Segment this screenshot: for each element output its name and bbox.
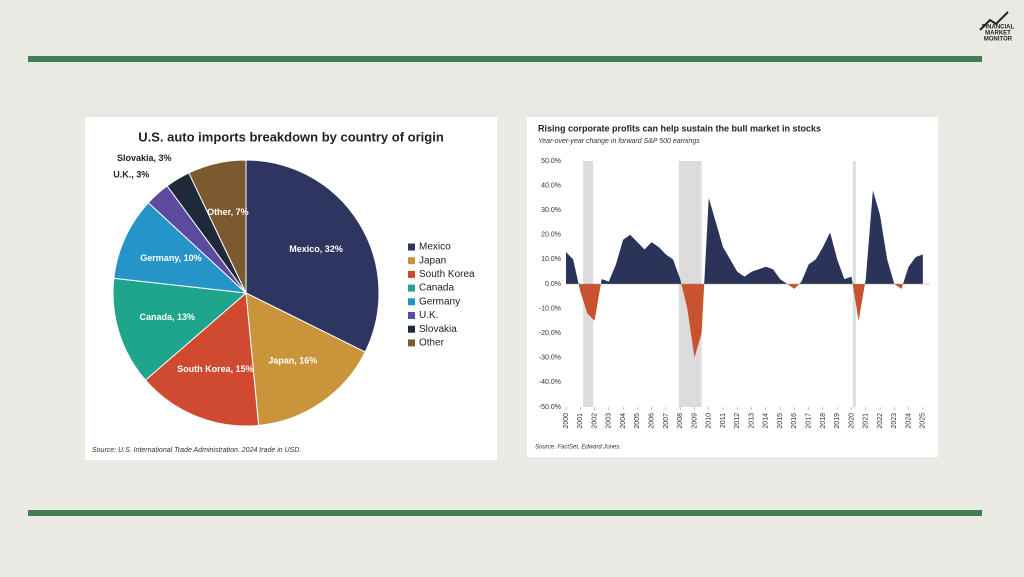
x-tick-label: 2015 [777, 413, 784, 429]
x-tick-label: 2008 [677, 413, 684, 429]
x-tick-label: 2021 [863, 413, 870, 429]
earnings-area [566, 190, 923, 358]
legend-swatch [408, 257, 415, 265]
data-label: Canada, 13% [139, 312, 195, 322]
x-tick-label: 2002 [591, 413, 598, 429]
chart-source: Source: U.S. International Trade Adminis… [92, 447, 301, 454]
chart-title: U.S. auto imports breakdown by country o… [138, 129, 444, 144]
y-tick-label: -50.0% [539, 404, 561, 411]
x-tick-label: 2007 [663, 413, 670, 429]
x-tick-label: 2020 [848, 413, 855, 429]
y-tick-label: -30.0% [539, 355, 561, 362]
x-tick-label: 2018 [820, 413, 827, 429]
chart-title: Rising corporate profits can help sustai… [538, 123, 821, 133]
chart-subtitle: Year-over-year change in forward S&P 500… [538, 138, 700, 145]
data-label: U.K., 3% [113, 169, 149, 179]
x-tick-label: 2017 [806, 413, 813, 429]
pie-slice [113, 202, 248, 294]
pie-slice [245, 159, 380, 353]
y-tick-label: 10.0% [541, 256, 561, 263]
legend-label: Canada [419, 283, 454, 294]
x-tick-label: 2003 [606, 413, 613, 429]
y-tick-label: 40.0% [541, 182, 561, 189]
legend-swatch [408, 312, 415, 319]
legend-swatch [408, 243, 415, 251]
x-tick-label: 2000 [563, 413, 570, 429]
x-tick-label: 2006 [648, 413, 655, 429]
pie-slice [144, 291, 260, 427]
legend-swatch [408, 325, 415, 333]
x-tick-label: 2013 [748, 413, 755, 429]
logo-text: MONITOR [984, 37, 1013, 43]
x-tick-label: 2014 [763, 413, 770, 429]
legend-label: Japan [419, 255, 446, 266]
x-tick-label: 2009 [691, 413, 698, 429]
legend-swatch [408, 270, 415, 278]
y-tick-label: 0.0% [545, 281, 561, 288]
legend-label: Slovakia [419, 324, 457, 335]
data-label: Other, 7% [207, 207, 249, 217]
x-tick-label: 2024 [905, 413, 912, 429]
x-tick-label: 2012 [734, 413, 741, 429]
legend-swatch [408, 298, 415, 306]
y-tick-label: -20.0% [539, 330, 561, 337]
y-tick-label: 20.0% [541, 232, 561, 239]
x-tick-label: 2019 [834, 413, 841, 429]
logo-icon [979, 11, 1009, 31]
data-label: Japan, 16% [268, 355, 317, 365]
x-tick-label: 2010 [706, 413, 713, 429]
x-tick-label: 2005 [634, 413, 641, 429]
legend-label: U.K. [419, 310, 438, 321]
y-tick-label: -40.0% [539, 379, 561, 386]
legend-label: Germany [419, 296, 460, 307]
logo: FINANCIAL MARKET MONITOR [979, 11, 1015, 43]
pie-slice [245, 292, 366, 426]
legend-label: South Korea [419, 269, 475, 280]
data-label: Mexico, 32% [289, 244, 343, 254]
x-tick-label: 2004 [620, 413, 627, 429]
y-tick-label: 30.0% [541, 207, 561, 214]
data-label: Germany, 10% [140, 253, 201, 263]
pie-slice [188, 159, 247, 294]
chart-source: Source: FactSet, Edward Jones. [535, 445, 621, 451]
x-tick-label: 2023 [891, 413, 898, 429]
bottom-rule [28, 510, 982, 516]
legend-label: Mexico [419, 242, 451, 253]
legend-swatch [408, 339, 415, 347]
logo-text: MARKET [985, 31, 1011, 37]
y-tick-label: -10.0% [539, 305, 561, 312]
legend-swatch [408, 284, 415, 292]
x-tick-label: 2025 [920, 413, 927, 429]
y-tick-label: 50.0% [541, 158, 561, 165]
x-tick-label: 2011 [720, 413, 727, 428]
top-rule [28, 56, 982, 62]
x-tick-label: 2016 [791, 413, 798, 429]
legend-label: Other [419, 338, 445, 349]
pie-slice [112, 277, 248, 381]
logo-text: FINANCIAL [982, 25, 1015, 31]
data-label: Slovakia, 3% [117, 153, 172, 163]
x-tick-label: 2022 [877, 413, 884, 429]
x-tick-label: 2001 [577, 413, 584, 429]
data-label: South Korea, 15% [177, 364, 254, 374]
